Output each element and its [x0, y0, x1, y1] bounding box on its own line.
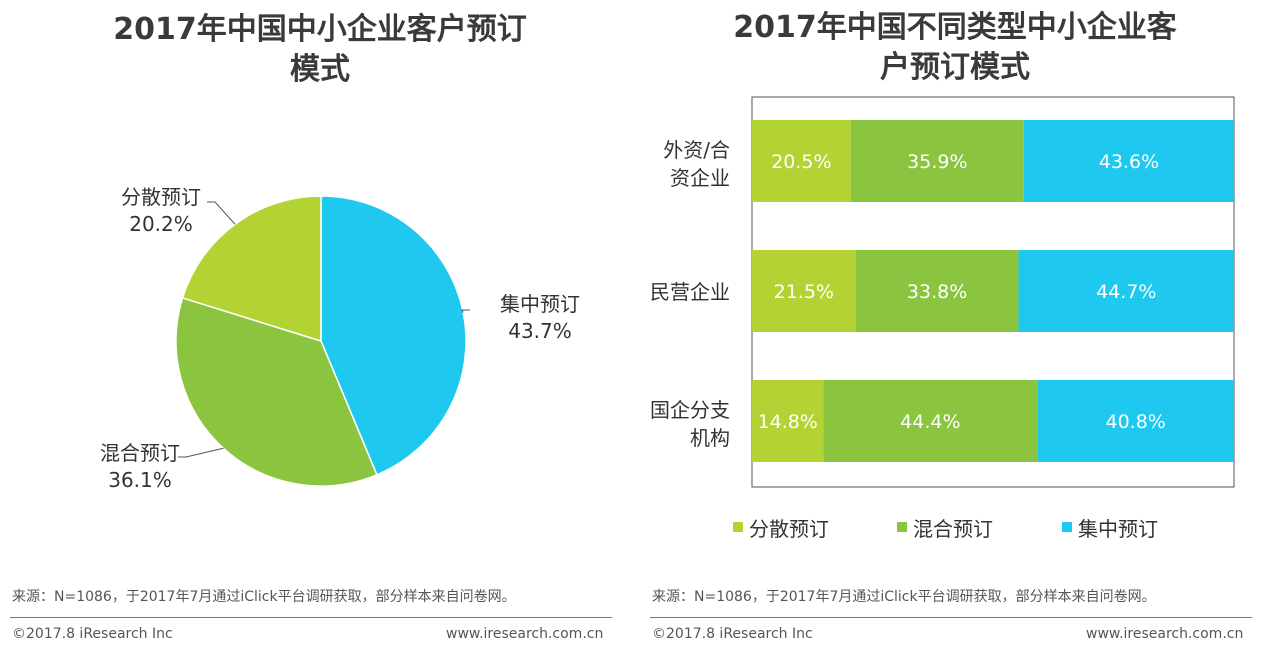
bar-data-label: 43.6% — [1099, 151, 1159, 173]
category-label: 国企分支 — [650, 398, 730, 422]
category-label: 外资/合 — [663, 138, 730, 162]
left-copyright: ©2017.8 iResearch Inc — [12, 626, 173, 642]
bar-segment-centralized — [1018, 250, 1234, 332]
bar-data-label: 21.5% — [774, 281, 834, 303]
legend-label-scattered: 分散预订 — [749, 516, 829, 541]
pie-chart-title: 2017年中国中小企业客户预订 模式 — [60, 10, 580, 90]
pie-slice-mixed — [175, 296, 378, 487]
bar-segment-centralized — [1037, 380, 1234, 462]
left-footer-divider — [10, 617, 612, 618]
bar-data-label: 35.9% — [907, 151, 967, 173]
bar-title-line2: 户预订模式 — [880, 50, 1030, 85]
legend-swatch-mixed — [897, 522, 907, 532]
bar-segment-mixed — [850, 120, 1024, 202]
pie-chart: 集中预订 43.7% 混合预订 36.1% 分散预订 20.2% — [100, 185, 580, 492]
bar-segment-mixed — [823, 380, 1038, 462]
pie-slice-label: 混合预订 — [100, 441, 180, 465]
bar-data-label: 44.4% — [900, 411, 960, 433]
legend-item-scattered: 分散预订 — [733, 515, 829, 541]
bar-chart-title: 2017年中国不同类型中小企业客 户预订模式 — [700, 8, 1210, 88]
left-website-link[interactable]: www.iresearch.com.cn — [446, 626, 604, 642]
bar-segment-mixed — [855, 250, 1019, 332]
legend-item-centralized: 集中预订 — [1062, 515, 1158, 541]
bar-data-label: 14.8% — [757, 411, 817, 433]
bar-data-label: 44.7% — [1096, 281, 1156, 303]
legend-item-mixed: 混合预订 — [897, 515, 993, 541]
pie-title-line1: 2017年中国中小企业客户预订 — [113, 12, 527, 47]
category-label: 机构 — [690, 426, 730, 450]
bar-segment-scattered — [752, 120, 851, 202]
legend-label-centralized: 集中预订 — [1078, 516, 1158, 541]
bar-data-label: 40.8% — [1105, 411, 1165, 433]
bar-data-label: 33.8% — [907, 281, 967, 303]
pie-leader-line — [207, 201, 236, 225]
pie-slice-scattered — [181, 195, 322, 343]
pie-slice-label: 分散预订 — [121, 185, 201, 209]
pie-title-line2: 模式 — [290, 52, 350, 87]
bar-data-label: 20.5% — [771, 151, 831, 173]
pie-slice-value: 20.2% — [129, 212, 193, 236]
pie-slice-label: 集中预订 — [500, 292, 580, 316]
legend-swatch-centralized — [1062, 522, 1072, 532]
bar-segment-scattered — [752, 380, 824, 462]
right-footer-divider — [650, 617, 1252, 618]
pie-leader-line — [461, 309, 470, 313]
bar-title-line1: 2017年中国不同类型中小企业客 — [733, 10, 1177, 45]
category-label: 资企业 — [670, 166, 730, 190]
category-label: 民营企业 — [650, 280, 730, 304]
legend-label-mixed: 混合预订 — [913, 516, 993, 541]
pie-leader-line — [178, 447, 224, 458]
legend-swatch-scattered — [733, 522, 743, 532]
right-website-link[interactable]: www.iresearch.com.cn — [1086, 626, 1244, 642]
pie-slice-value: 43.7% — [508, 319, 572, 343]
bar-segment-scattered — [752, 250, 856, 332]
pie-slice-value: 36.1% — [108, 468, 172, 492]
left-source-note: 来源：N=1086，于2017年7月通过iClick平台调研获取，部分样本来自问… — [12, 589, 516, 605]
pie-slice-centralized — [320, 195, 467, 476]
right-copyright: ©2017.8 iResearch Inc — [652, 626, 813, 642]
bar-segment-centralized — [1023, 120, 1234, 202]
right-source-note: 来源：N=1086，于2017年7月通过iClick平台调研获取，部分样本来自问… — [652, 589, 1156, 605]
